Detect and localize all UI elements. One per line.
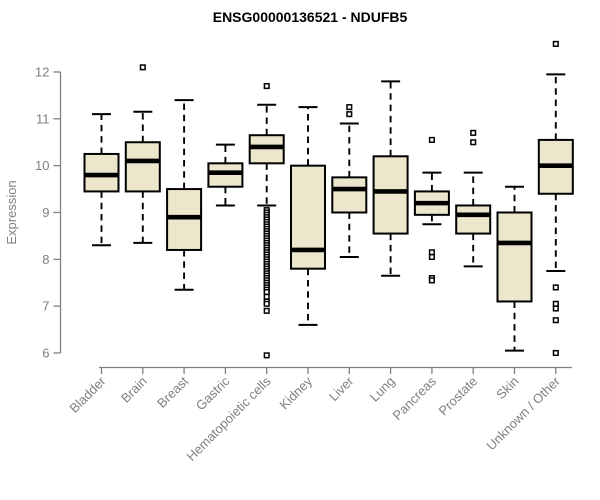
outlier-point (346, 111, 353, 118)
iqr-box (207, 162, 244, 188)
x-tick-label: Unknown / Other (483, 373, 563, 453)
box-hematopoietic-cells (248, 82, 285, 359)
x-tick-label: Breast (154, 373, 191, 410)
y-axis-title: Expression (4, 180, 19, 244)
outlier-point (428, 249, 435, 256)
x-tick-label: Brain (118, 374, 150, 406)
box-bladder (83, 113, 120, 247)
box-liver (331, 104, 368, 258)
box-lung (372, 80, 409, 277)
x-tick-label: Kidney (276, 373, 315, 412)
y-tick-label: 12 (35, 65, 49, 80)
iqr-box (331, 176, 368, 214)
outlier-point (428, 136, 435, 143)
y-tick-label: 7 (42, 299, 49, 314)
outlier-point (470, 129, 477, 136)
iqr-box (124, 141, 161, 193)
iqr-box (166, 188, 203, 251)
box-pancreas (413, 136, 450, 284)
x-tick-label: Pancreas (390, 373, 440, 423)
outlier-point (552, 317, 559, 324)
iqr-box (496, 211, 533, 303)
iqr-box (83, 152, 120, 193)
box-prostate (455, 129, 492, 268)
outlier-point (552, 284, 559, 291)
box-brain (124, 64, 161, 244)
outlier-point (470, 139, 477, 146)
x-tick-label: Prostate (435, 374, 480, 419)
y-tick-label: 9 (42, 205, 49, 220)
outlier-point (263, 352, 270, 359)
outlier-point (552, 300, 559, 307)
x-tick-label: Liver (326, 373, 357, 404)
box-kidney (290, 106, 326, 326)
outlier-point (263, 82, 270, 90)
outlier-point (552, 40, 559, 47)
outlier-point (263, 307, 270, 314)
outlier-point (263, 300, 270, 307)
outlier-point (263, 289, 270, 296)
x-tick-label: Gastric (193, 373, 233, 413)
y-tick-label: 6 (42, 345, 49, 360)
iqr-box (455, 204, 492, 235)
outlier-point (346, 104, 353, 111)
iqr-box (372, 155, 409, 235)
chart-title: ENSG00000136521 - NDUFB5 (212, 9, 408, 25)
y-tick-label: 10 (35, 158, 49, 173)
x-tick-label: Skin (493, 374, 521, 402)
outlier-point (552, 305, 559, 312)
outlier-point (139, 64, 146, 71)
y-tick-label: 11 (36, 111, 50, 126)
x-tick-label: Bladder (66, 373, 109, 416)
outlier-point (428, 253, 435, 261)
box-breast (166, 99, 203, 291)
outlier-point (263, 293, 270, 300)
x-tick-label: Lung (367, 374, 398, 405)
outlier-point (552, 349, 559, 357)
y-axis: 6 7 8 9 10 11 12 Expression (4, 65, 62, 360)
iqr-box (248, 134, 285, 165)
outlier-point (428, 277, 435, 284)
y-tick-label: 8 (42, 252, 49, 267)
box-skin (496, 185, 533, 352)
box-unknown-other (537, 40, 574, 357)
iqr-box (290, 164, 326, 270)
box-gastric (207, 143, 244, 207)
